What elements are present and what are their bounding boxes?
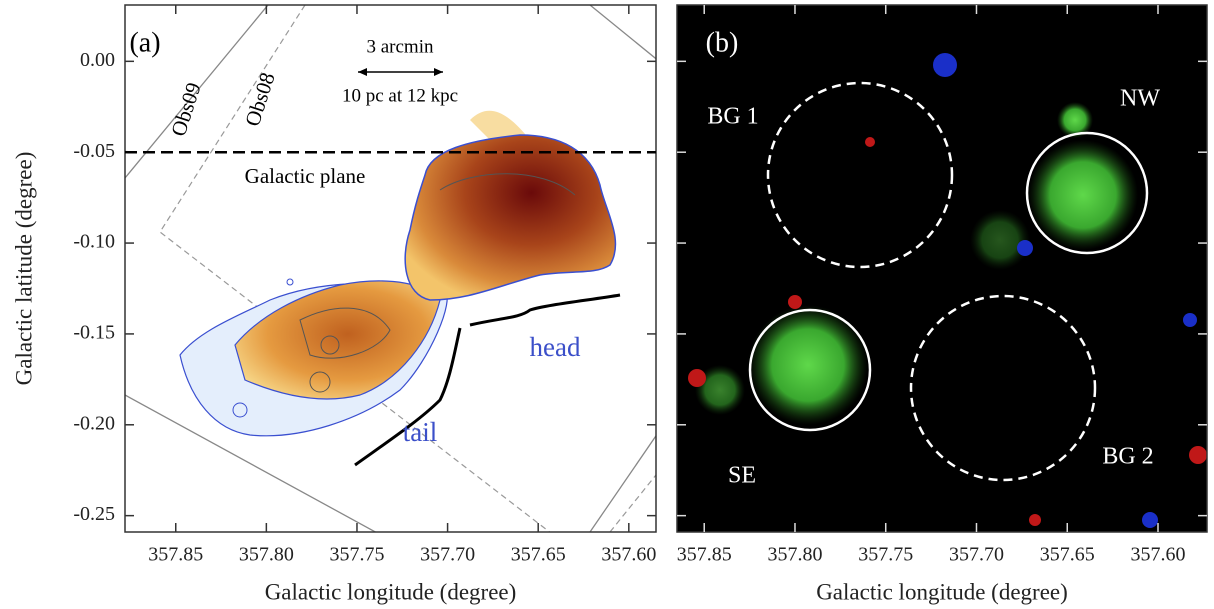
y-tick-label: -0.15	[73, 322, 115, 344]
panel-a-frame	[124, 4, 657, 533]
y-axis-label: Galactic latitude (degree)	[11, 152, 36, 386]
y-tick-label: 0.00	[80, 49, 115, 71]
x-tick-label: 357.70	[420, 544, 475, 566]
x-tick-label: 357.80	[767, 544, 822, 566]
annotation: 3 arcmin	[366, 36, 434, 57]
annotation: SE	[728, 463, 756, 489]
y-tick-label: -0.10	[73, 231, 115, 253]
annotation: tail	[403, 417, 438, 447]
y-tick-label: -0.20	[73, 412, 115, 434]
y-tick-label: -0.25	[73, 503, 115, 525]
x-tick-label: 357.75	[858, 544, 913, 566]
x-tick-label: 357.75	[329, 544, 384, 566]
annotation: 10 pc at 12 kpc	[342, 85, 458, 106]
annotation: NW	[1120, 86, 1160, 112]
x-axis-label: Galactic longitude (degree)	[265, 579, 517, 604]
x-tick-label: 357.85	[148, 544, 203, 566]
annotation: BG 1	[707, 104, 758, 130]
panel-b-frame	[676, 4, 1208, 533]
x-axis-label: Galactic longitude (degree)	[816, 579, 1068, 604]
x-tick-label: 357.85	[677, 544, 732, 566]
annotation: Galactic plane	[245, 164, 366, 188]
x-tick-label: 357.70	[949, 544, 1004, 566]
x-tick-label: 357.65	[1040, 544, 1095, 566]
x-tick-label: 357.65	[511, 544, 566, 566]
y-tick-label: -0.05	[73, 140, 115, 162]
annotation: BG 2	[1102, 444, 1153, 470]
panel-a-image	[125, 5, 656, 532]
annotation: (b)	[706, 27, 739, 58]
annotation: (a)	[129, 27, 160, 58]
x-tick-label: 357.80	[239, 544, 294, 566]
annotation: head	[530, 332, 581, 362]
panel-b-image	[677, 5, 1207, 532]
x-tick-label: 357.60	[601, 544, 656, 566]
x-tick-label: 357.60	[1130, 544, 1185, 566]
